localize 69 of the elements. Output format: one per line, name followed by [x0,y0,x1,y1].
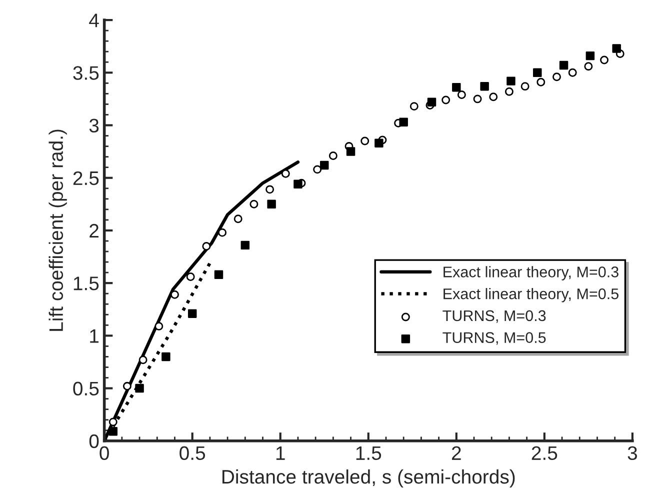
point [138,356,148,364]
point [600,56,609,64]
point [188,309,197,318]
point [328,152,338,160]
point [452,83,461,92]
x-tick-label: 1 [276,446,285,460]
point [108,427,118,436]
y-tick-label: 3 [89,118,99,132]
point [504,87,514,96]
point [374,138,384,148]
y-tick-label: 0 [89,434,99,448]
point [154,322,164,330]
point [281,169,290,178]
point [586,51,595,60]
point [294,180,302,189]
point [480,82,489,91]
y-tick-label: 1 [90,329,99,343]
point [427,98,436,106]
point [122,382,132,390]
y-axis-title: Lift coefficient (per rad.) [48,130,67,331]
point [473,94,482,104]
x-tick-label: 3 [628,446,637,460]
point [218,228,227,237]
legend-label: TURNS, M=0.5 [442,332,546,345]
point [170,290,179,299]
point [186,272,195,281]
point [489,92,498,102]
point [399,118,408,126]
point [346,147,356,156]
point [214,270,224,280]
point [267,200,276,209]
point [135,384,144,393]
point [313,165,322,174]
point [442,96,450,104]
y-tick-label: 4 [89,14,99,28]
point [240,240,250,250]
x-tick-label: 0 [100,446,109,460]
point [536,78,546,86]
point [612,44,621,53]
legend-label: TURNS, M=0.3 [442,310,546,323]
x-axis-title: Distance traveled, s (semi-chords) [222,469,515,488]
point [360,136,370,146]
y-tick-label: 3.5 [73,66,99,80]
point [320,160,329,170]
legend-label: Exact linear theory, M=0.3 [444,266,618,280]
point [108,418,118,426]
point [162,352,170,362]
point [568,68,577,77]
x-tick-label: 2 [452,446,461,460]
point [457,90,466,99]
point [250,200,258,208]
legend-label: Exact linear theory, M=0.5 [444,288,618,302]
x-tick-label: 1.5 [356,446,382,460]
x-tick-label: 0.5 [180,446,206,460]
point [533,68,542,78]
point [584,62,593,71]
point [559,60,568,70]
point [520,82,530,91]
point [506,76,516,86]
y-tick-label: 2 [90,224,98,238]
y-tick-label: 1.5 [74,276,99,290]
point [234,214,242,224]
point [266,185,274,194]
point [552,72,561,82]
point [410,102,418,111]
point [202,242,211,250]
y-tick-label: 0.5 [73,382,99,396]
x-tick-label: 2.5 [532,446,558,460]
y-tick-label: 2.5 [73,171,99,186]
